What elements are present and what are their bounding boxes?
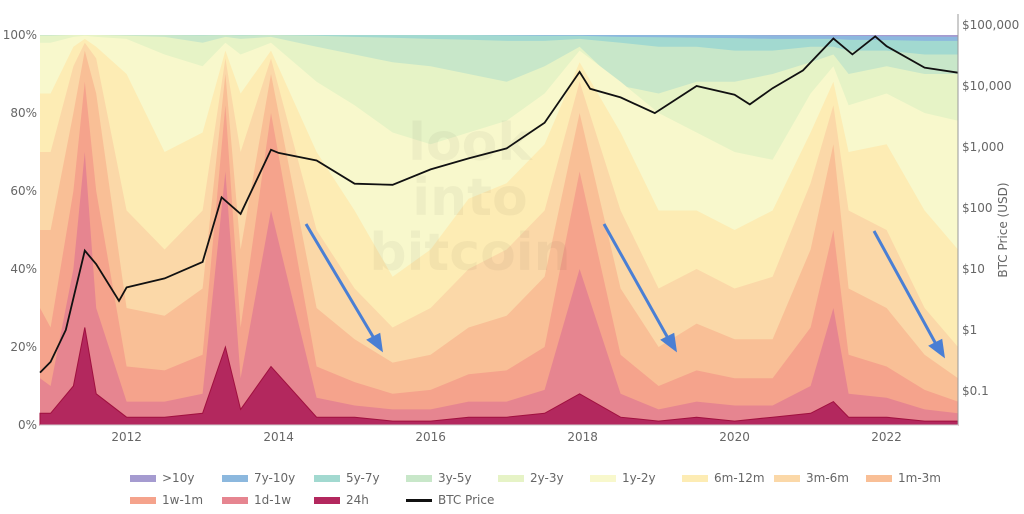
- legend-label: 1w-1m: [162, 493, 204, 507]
- x-tick-label: 2016: [415, 430, 446, 444]
- y-right-axis-title: BTC Price (USD): [996, 182, 1010, 277]
- btc-price-line: [39, 35, 959, 374]
- watermark: look: [408, 113, 533, 173]
- legend-label: 2y-3y: [530, 471, 564, 485]
- y-right-tick-label: $1,000: [962, 140, 1004, 154]
- y-right-tick-label: $10,000: [962, 79, 1012, 93]
- legend-label: 1d-1w: [254, 493, 292, 507]
- legend-item[interactable]: 1y-2y: [590, 470, 682, 486]
- legend-swatch: [866, 474, 892, 482]
- y-right-tick-label: $1: [962, 323, 977, 337]
- stacked-bands: [39, 35, 959, 426]
- legend-swatch: [682, 474, 708, 482]
- legend-swatch: [406, 498, 432, 502]
- arrow-head: [660, 332, 677, 353]
- legend-item[interactable]: 3y-5y: [406, 470, 498, 486]
- legend-swatch: [590, 474, 616, 482]
- downtrend-arrow: [872, 230, 939, 347]
- legend-swatch: [314, 496, 340, 504]
- legend-label: >10y: [162, 471, 195, 485]
- watermark: bitcoin: [369, 223, 570, 283]
- y-left-tick-label: 60%: [10, 184, 37, 198]
- x-tick-label: 2022: [871, 430, 902, 444]
- legend-item[interactable]: 7y-10y: [222, 470, 314, 486]
- y-left-tick-label: 20%: [10, 340, 37, 354]
- y-left-tick-label: 80%: [10, 106, 37, 120]
- band-1d-1w: [40, 152, 958, 425]
- legend-swatch: [314, 474, 340, 482]
- y-left-axis-ticks: 0% 20% 40% 60% 80% 100%: [3, 28, 37, 432]
- downtrend-arrow: [304, 223, 377, 341]
- y-right-tick-label: $10: [962, 262, 985, 276]
- legend-label: 1m-3m: [898, 471, 941, 485]
- legend-swatch: [130, 496, 156, 504]
- x-tick-label: 2018: [567, 430, 598, 444]
- y-right-tick-label: $100,000: [962, 18, 1019, 32]
- legend-swatch: [498, 474, 524, 482]
- y-left-tick-label: 100%: [3, 28, 37, 42]
- x-tick-label: 2014: [263, 430, 294, 444]
- x-tick-label: 2012: [111, 430, 142, 444]
- y-right-tick-label: $0.1: [962, 384, 989, 398]
- legend-item[interactable]: 6m-12m: [682, 470, 774, 486]
- arrow-head: [928, 338, 945, 359]
- x-axis-ticks: 2012 2014 2016 2018 2020 2022: [111, 430, 901, 444]
- legend-item[interactable]: 3m-6m: [774, 470, 866, 486]
- x-tick-label: 2020: [719, 430, 750, 444]
- band-24h: [39, 327, 959, 426]
- arrow-head: [366, 332, 383, 353]
- legend-swatch: [774, 474, 800, 482]
- legend-item[interactable]: 1d-1w: [222, 492, 314, 508]
- legend-item[interactable]: >10y: [130, 470, 222, 486]
- legend-label: 24h: [346, 493, 369, 507]
- downtrend-arrow: [602, 223, 671, 341]
- legend-swatch: [222, 496, 248, 504]
- y-left-tick-label: 0%: [18, 418, 37, 432]
- legend-label: 3y-5y: [438, 471, 472, 485]
- legend-item[interactable]: 24h: [314, 492, 406, 508]
- y-left-tick-label: 40%: [10, 262, 37, 276]
- legend-item[interactable]: 1w-1m: [130, 492, 222, 508]
- legend-label: 3m-6m: [806, 471, 849, 485]
- y-right-axis-ticks: $0.1 $1 $10 $100 $1,000 $10,000 $100,000: [962, 18, 1019, 398]
- legend-item[interactable]: 5y-7y: [314, 470, 406, 486]
- legend-label: 1y-2y: [622, 471, 656, 485]
- legend-swatch: [406, 474, 432, 482]
- legend-label: 5y-7y: [346, 471, 380, 485]
- legend-swatch: [222, 474, 248, 482]
- legend-item[interactable]: 1m-3m: [866, 470, 958, 486]
- legend-label: 7y-10y: [254, 471, 296, 485]
- watermark: into: [412, 168, 527, 228]
- legend-item[interactable]: BTC Price: [406, 492, 498, 508]
- legend-label: 6m-12m: [714, 471, 765, 485]
- legend: >10y 7y-10y 5y-7y 3y-5y 2y-3y 1y-2y 6m-12m 3m-6…: [130, 470, 1010, 508]
- legend-item[interactable]: 2y-3y: [498, 470, 590, 486]
- annotation-arrows: [304, 223, 945, 359]
- legend-label: BTC Price: [438, 493, 495, 507]
- legend-swatch: [130, 474, 156, 482]
- y-right-tick-label: $100: [962, 201, 993, 215]
